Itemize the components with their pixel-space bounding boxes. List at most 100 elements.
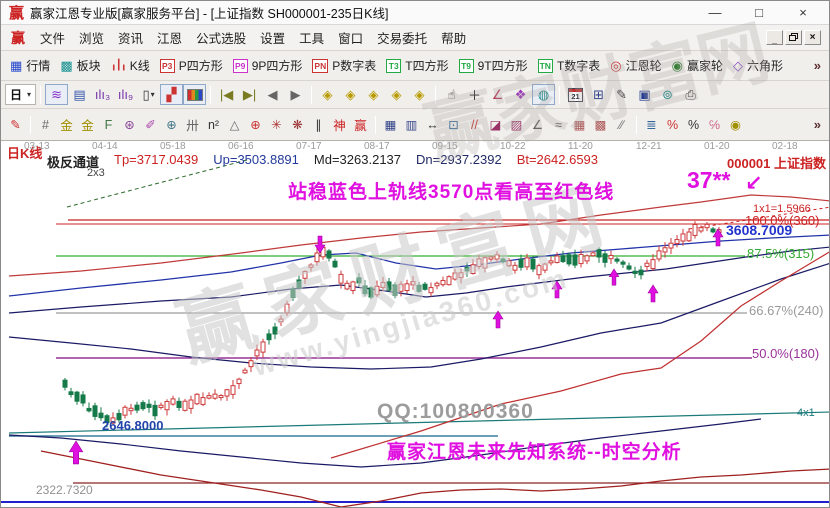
- draw-gold-section-a-button[interactable]: 金: [56, 115, 77, 135]
- draw-percent-button[interactable]: %: [683, 115, 704, 135]
- draw-gann-fan-button[interactable]: //: [464, 115, 485, 135]
- period-selector[interactable]: 日 ▾: [5, 84, 37, 105]
- menu-item-5[interactable]: 设置: [260, 32, 286, 46]
- menu-item-0[interactable]: 文件: [40, 32, 66, 46]
- menu-item-1[interactable]: 浏览: [79, 32, 105, 46]
- menu-item-2[interactable]: 资讯: [118, 32, 144, 46]
- draw-ying-tool-button[interactable]: 赢: [350, 115, 371, 135]
- toolbar-diamond-compress-button[interactable]: ◈: [385, 84, 408, 105]
- toolbar-list-doc-button[interactable]: ▤: [68, 84, 91, 105]
- chart-curve-gann-1x1-rising: [330, 251, 829, 459]
- draw-angle-lines-button[interactable]: ∠: [527, 115, 548, 135]
- menu-item-3[interactable]: 江恩: [157, 32, 183, 46]
- hexagon-icon: ◇: [733, 58, 743, 73]
- close-button[interactable]: ×: [799, 5, 807, 20]
- draw-box-tool-button[interactable]: ⊡: [443, 115, 464, 135]
- draw-grid-red-b-button[interactable]: ▩: [590, 115, 611, 135]
- draw-pen-button[interactable]: ✎: [5, 115, 26, 135]
- toolbar-diamond-right-button[interactable]: ◈: [339, 84, 362, 105]
- mdi-close-button[interactable]: ×: [804, 30, 821, 45]
- toolbar-crosshair-button[interactable]: ＋: [463, 84, 486, 105]
- menu-item-7[interactable]: 窗口: [338, 32, 364, 46]
- gann-wheel-label: 江恩轮: [625, 59, 662, 73]
- draw-grid-cal-b-button[interactable]: ▥: [401, 115, 422, 135]
- draw-f-tool-button[interactable]: F: [98, 115, 119, 135]
- draw-star-web-button[interactable]: ✳: [266, 115, 287, 135]
- menu-item-6[interactable]: 工具: [299, 32, 325, 46]
- toolbar-diamond-center-button[interactable]: ◈: [408, 84, 431, 105]
- draw-grid-cal-a-button[interactable]: ▦: [380, 115, 401, 135]
- mdi-minimize-button[interactable]: _: [766, 30, 783, 45]
- toolbar-stats-tool-button[interactable]: ◍: [532, 84, 556, 105]
- draw-gold-circle-button[interactable]: ◉: [725, 115, 746, 135]
- f-tool-icon: F: [104, 117, 113, 132]
- toolbar-trend-wave-button[interactable]: ≋: [45, 84, 69, 105]
- draw-percent-triangle-button[interactable]: %: [662, 115, 683, 135]
- toolbar-kline-button[interactable]: ╻┃╻ K线: [106, 55, 155, 76]
- toolbar-calendar-button[interactable]: 21: [564, 84, 587, 105]
- toolbar-9t-square-button[interactable]: T9 9T四方形: [454, 55, 533, 76]
- toolbar-9p-square-button[interactable]: P9 9P四方形: [228, 55, 308, 76]
- toolbar-hexagon-button[interactable]: ◇ 六角形: [728, 55, 788, 76]
- draw-shen-tool-button[interactable]: 神: [329, 115, 350, 135]
- toolbar-quotes-button[interactable]: ▦ 行情: [5, 55, 55, 76]
- toolbar-next-button[interactable]: ▶: [284, 84, 307, 105]
- minimize-button[interactable]: —: [708, 5, 722, 20]
- draw-grid-red-a-button[interactable]: ▦: [569, 115, 590, 135]
- draw-pen2-button[interactable]: ✐: [140, 115, 161, 135]
- toolbar-calculator-button[interactable]: ⊞: [587, 84, 610, 105]
- menu-item-9[interactable]: 帮助: [441, 32, 467, 46]
- draw-gold-section-b-button[interactable]: 金: [77, 115, 98, 135]
- draw-gann-grid-fan-button[interactable]: ▨: [506, 115, 527, 135]
- toolbar-print-button[interactable]: ⎙: [679, 84, 702, 105]
- toolbar-t-number-table-button[interactable]: TN T数字表: [533, 55, 606, 76]
- draw-gann-box-button[interactable]: ◪: [485, 115, 506, 135]
- draw-target-button[interactable]: ⊕: [245, 115, 266, 135]
- kline-chart-canvas[interactable]: [1, 141, 830, 508]
- menu-item-4[interactable]: 公式选股: [196, 32, 247, 46]
- toolbar-last-page-button[interactable]: ▶|: [238, 84, 261, 105]
- toolbar-prev-button[interactable]: ◀: [261, 84, 284, 105]
- toolbar-t-square-button[interactable]: T3 T四方形: [381, 55, 453, 76]
- toolbar-diamond-expand-button[interactable]: ◈: [362, 84, 385, 105]
- toolbar3-overflow-button[interactable]: »: [813, 117, 821, 132]
- menu-item-8[interactable]: 交易委托: [377, 32, 428, 46]
- draw-circle-swirl-button[interactable]: ⊛: [119, 115, 140, 135]
- draw-fence-button[interactable]: #: [35, 115, 56, 135]
- toolbar-notes-button[interactable]: ✎: [610, 84, 633, 105]
- draw-zigzag-button[interactable]: ≈: [548, 115, 569, 135]
- toolbar-winner-wheel-button[interactable]: ◉ 赢家轮: [667, 55, 728, 76]
- diamond-compress-icon: ◈: [391, 86, 402, 102]
- toolbar-band-tool-button[interactable]: ❖: [509, 84, 532, 105]
- draw-percent-line-button[interactable]: ℅: [704, 115, 725, 135]
- toolbar-hand-tool-button[interactable]: ☝: [440, 84, 463, 105]
- toolbar-save-button[interactable]: ▣: [633, 84, 656, 105]
- mdi-restore-button[interactable]: [785, 30, 802, 45]
- toolbar-spectrum-chart-button[interactable]: [183, 84, 207, 105]
- toolbar-bars-3-button[interactable]: ılı₃: [91, 84, 114, 105]
- draw-parallel-lines-button[interactable]: ∕∕: [611, 115, 632, 135]
- toolbar-bars-9-button[interactable]: ılı₉: [114, 84, 137, 105]
- draw-fence2-button[interactable]: 卅: [182, 115, 203, 135]
- draw-spider-web-button[interactable]: ❋: [287, 115, 308, 135]
- draw-wheel-mini-button[interactable]: ⊕: [161, 115, 182, 135]
- toolbar-diamond-left-button[interactable]: ◈: [316, 84, 339, 105]
- maximize-button[interactable]: □: [755, 5, 763, 20]
- channel-name: 极反通道: [47, 155, 100, 170]
- toolbar-p-square-button[interactable]: P3 P四方形: [155, 55, 228, 76]
- toolbar-pattern-button[interactable]: ▞: [160, 84, 184, 105]
- draw-measure-button[interactable]: ↔: [422, 115, 443, 135]
- draw-h-marks-button[interactable]: ∥: [308, 115, 329, 135]
- calculator-icon: ⊞: [593, 86, 604, 102]
- toolbar-angle-tool-button[interactable]: ∠: [486, 84, 509, 105]
- draw-price-ladder-button[interactable]: ≣: [641, 115, 662, 135]
- draw-angle-triangle-button[interactable]: △: [224, 115, 245, 135]
- toolbar-sectors-button[interactable]: ▩ 板块: [55, 55, 105, 76]
- toolbar-p-number-table-button[interactable]: PN P数字表: [307, 55, 381, 76]
- toolbar-candle-style-button[interactable]: ▯ ▾: [137, 84, 160, 105]
- toolbar-send-button[interactable]: ⊚: [656, 84, 679, 105]
- draw-n-square-button[interactable]: n²: [203, 115, 224, 135]
- toolbar-gann-wheel-button[interactable]: ◎ 江恩轮: [605, 55, 666, 76]
- toolbar1-overflow-button[interactable]: »: [813, 58, 821, 73]
- toolbar-first-page-button[interactable]: |◀: [215, 84, 238, 105]
